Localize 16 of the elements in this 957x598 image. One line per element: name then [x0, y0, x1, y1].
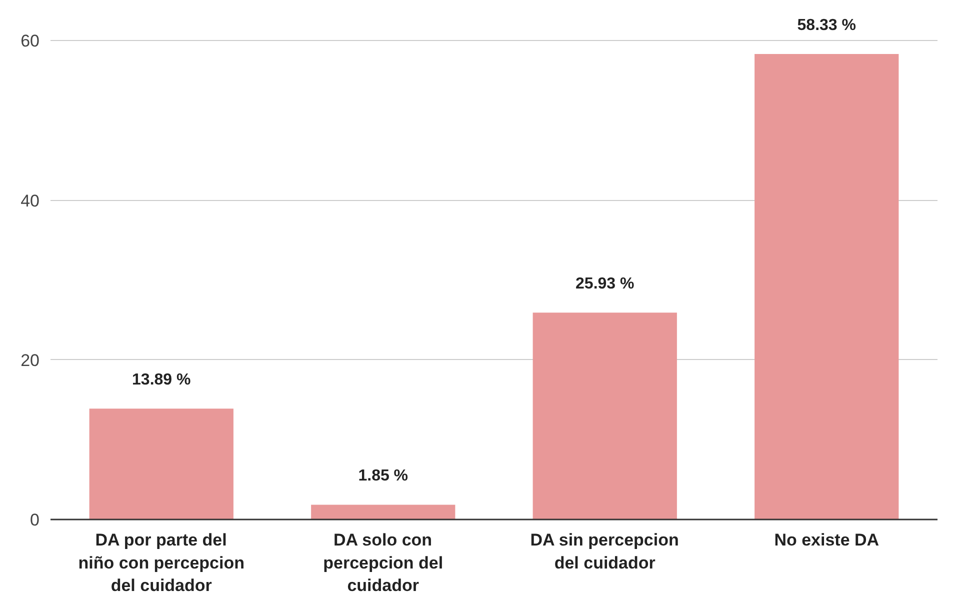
x-tick-label: DA por parte del niño con percepcion del cuidador	[78, 530, 245, 596]
y-tick-label: 20	[20, 350, 40, 370]
x-tick-label: DA solo con percepcion del cuidador	[323, 530, 444, 596]
y-tick-label: 40	[20, 191, 40, 210]
bar	[754, 54, 899, 520]
x-tick-label: No existe DA	[774, 530, 880, 550]
y-tick-label: 60	[20, 32, 40, 51]
y-tick-label: 0	[30, 510, 40, 530]
data-label: 25.93 %	[576, 276, 634, 293]
data-label: 58.33 %	[797, 17, 856, 34]
data-label: 13.89 %	[132, 372, 191, 389]
x-tick-label: DA sin percepcion del cuidador	[530, 530, 679, 572]
bar	[89, 408, 234, 520]
bar	[311, 504, 456, 520]
data-label: 1.85 %	[358, 468, 408, 485]
bar	[532, 312, 677, 520]
